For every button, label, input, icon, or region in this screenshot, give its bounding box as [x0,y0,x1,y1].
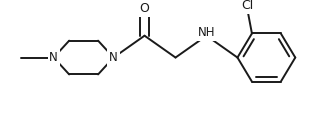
Text: N: N [109,51,118,64]
Text: O: O [140,2,149,15]
Text: N: N [49,51,58,64]
Text: Cl: Cl [242,0,254,12]
Text: NH: NH [198,26,215,39]
